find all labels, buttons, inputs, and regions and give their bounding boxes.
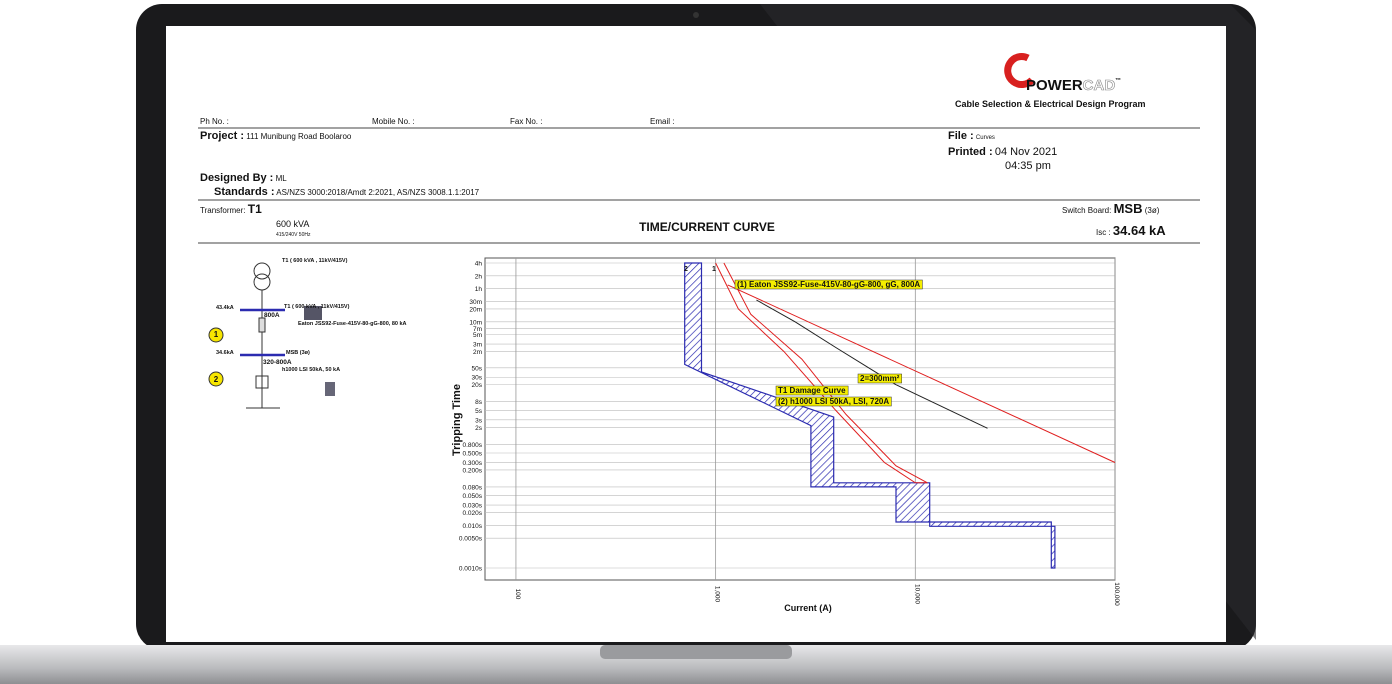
x-tick-label: 100,000 [1113,582,1120,606]
diagram-label: 320-800A [263,359,292,366]
value: Curves [976,135,995,141]
y-tick-label: 2h [475,273,483,280]
phase: (3ø) [1145,206,1160,215]
logo-cad: CAD [1083,77,1116,94]
annotation: 2=300mm² [860,374,900,383]
diagram-label: Eaton JSS92-Fuse-415V-80-gG-800, 80 kA [298,321,407,327]
y-tick-label: 0.200s [462,467,482,474]
y-tick-label: 0.080s [462,484,482,491]
diagram-label: 43.4kA [216,305,234,311]
email: Email : [650,117,674,126]
x-tick-label: 1,000 [714,586,721,603]
y-tick-label: 5m [473,332,482,339]
label: File : [948,130,974,142]
annotation: (2) h1000 LSI 50kA, LSI, 720A [778,397,889,406]
label: Transformer: [200,206,246,215]
logo-tm: ™ [1115,77,1121,84]
badge-text: 1 [214,330,219,339]
voltage: 415/240V 50Hz [276,232,311,238]
annotation: (1) Eaton JSS92-Fuse-415V-80-gG-800, gG,… [737,280,920,289]
value: ML [276,174,288,183]
value: T1 [248,202,262,216]
diagram-label: MSB (3ø) [286,350,310,356]
project: Project : 111 Munibung Road Boolaroo [200,130,352,142]
tagline: Cable Selection & Electrical Design Prog… [955,99,1146,109]
y-tick-label: 0.050s [462,493,482,500]
diagram-label: T1 ( 600 kVA , 11kV/415V) [282,258,348,264]
label: Project : [200,130,244,142]
fuse-symbol [259,318,265,332]
kva: 600 kVA [276,219,309,229]
x-tick-label: 100 [514,589,521,600]
annotation: T1 Damage Curve [778,386,846,395]
y-tick-label: 3m [473,342,482,349]
chart-title: TIME/CURRENT CURVE [639,220,775,234]
printed-time: 04:35 pm [1005,160,1051,172]
designed-by: Designed By : ML [200,172,287,184]
y-tick-label: 0.010s [462,523,482,530]
y-axis-label: Tripping Time [451,384,463,456]
y-tick-label: 20s [472,382,483,389]
diagram-label: 34.6kA [216,350,234,356]
label: Designed By : [200,172,273,184]
y-tick-label: 0.500s [462,451,482,458]
y-tick-label: 30s [472,375,483,382]
y-tick-label: 0.300s [462,460,482,467]
value: 04 Nov 2021 [995,146,1057,158]
y-tick-label: 1h [475,286,483,293]
diagram-label: T1 ( 600 kVA , 11kV/415V) [284,304,350,310]
label: Switch Board: [1062,206,1111,215]
badge-text: 2 [214,375,219,384]
notch [600,645,792,659]
label: Printed : [948,146,993,158]
y-tick-label: 2m [473,349,482,356]
diagram-label: 800A [264,312,280,319]
x-tick-label: 10,000 [913,584,920,604]
y-tick-label: 0.800s [462,442,482,449]
curve-marker: 2 [684,266,688,273]
y-tick-label: 8s [475,399,483,406]
y-tick-label: 2s [475,425,483,432]
standards: Standards : AS/NZS 3000:2018/Amdt 2:2021… [214,186,480,198]
fax-no: Fax No. : [510,117,542,126]
label: Standards : [214,186,275,198]
curve-marker: 1 [712,266,716,273]
diagram-label: h1000 LSI 50kA, 50 kA [282,367,340,373]
y-tick-label: 0.0010s [459,566,483,573]
label: Isc : [1096,228,1111,237]
mobile-no: Mobile No. : [372,117,415,126]
printed: Printed : 04 Nov 2021 [948,146,1057,158]
value: AS/NZS 3000:2018/Amdt 2:2021, AS/NZS 300… [276,188,479,197]
y-tick-label: 3s [475,417,483,424]
y-tick-label: 0.0050s [459,536,483,543]
ph-no: Ph No. : [200,117,229,126]
value: 34.64 kA [1113,223,1166,238]
laptop-mockup: POWERCAD™ Cable Selection & Electrical D… [0,0,1392,684]
y-tick-label: 0.030s [462,503,482,510]
y-tick-label: 50s [472,365,483,372]
y-tick-label: 20m [469,306,482,313]
breaker-icon [325,382,335,396]
y-tick-label: 30m [469,299,482,306]
x-axis-label: Current (A) [784,603,832,613]
y-tick-label: 5s [475,408,483,415]
logo-text: POWERCAD™ [1026,77,1121,94]
y-tick-label: 4h [475,261,483,268]
value: 111 Munibung Road Boolaroo [246,132,352,141]
y-tick-label: 0.020s [462,510,482,517]
camera [693,12,699,18]
logo-power: POWER [1026,77,1083,94]
value: MSB [1114,201,1143,216]
